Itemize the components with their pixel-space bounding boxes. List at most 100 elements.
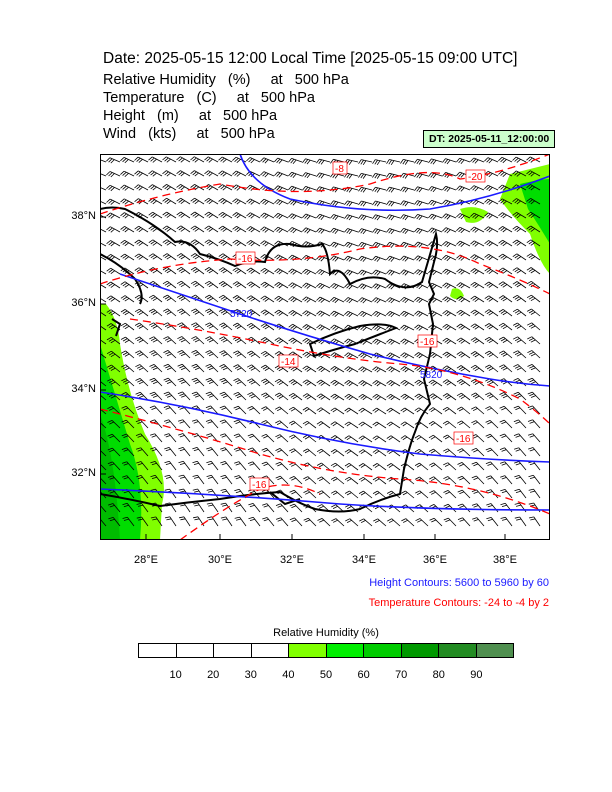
wind-barb-feather	[205, 308, 210, 312]
wind-barb-feather	[414, 462, 420, 466]
wind-barb-feather	[428, 158, 432, 164]
wind-barb-feather	[388, 492, 394, 496]
wind-barb-shaft	[319, 200, 331, 205]
wind-barb-shaft	[196, 419, 205, 429]
map-svg: 5720 5820 -20 -16 -16 -14	[100, 154, 550, 540]
wind-barb-shaft	[100, 325, 107, 331]
wind-barb-feather	[458, 228, 463, 233]
wind-barb-feather	[498, 184, 503, 189]
wind-barb-feather	[150, 254, 156, 259]
wind-barb-feather	[152, 228, 158, 232]
height-label-5720: 5720	[230, 309, 253, 320]
wind-barb-feather	[400, 393, 405, 398]
wind-barb-feather	[485, 447, 491, 451]
wind-barb-shaft	[376, 380, 387, 387]
wind-barb-feather	[456, 379, 462, 383]
wind-barb-feather	[304, 228, 309, 233]
wind-barb-feather	[527, 433, 533, 436]
wind-barb-feather	[135, 405, 141, 409]
wind-barb-shaft	[210, 391, 219, 401]
wind-barb-feather	[218, 239, 224, 244]
wind-barb-shaft	[306, 310, 317, 317]
wind-barb-feather	[163, 419, 169, 422]
wind-barb-shaft	[488, 323, 499, 331]
wind-barb-feather	[248, 282, 254, 287]
wind-barb-feather	[404, 243, 409, 248]
wind-barb-shaft	[473, 212, 485, 219]
wind-barb-feather	[530, 395, 536, 398]
wind-barb-shaft	[291, 199, 303, 205]
wind-barb-shaft	[264, 323, 275, 331]
wind-barb-feather	[108, 172, 113, 177]
wind-barb-feather	[386, 490, 392, 494]
wind-barb-feather	[485, 475, 491, 478]
wind-barb-feather	[164, 171, 169, 176]
wind-barb-feather	[374, 381, 379, 386]
wind-barb-feather	[358, 352, 363, 357]
wind-barb-shaft	[306, 324, 317, 331]
wind-barb-shaft	[363, 490, 373, 499]
wind-barb-feather	[232, 198, 237, 203]
wind-barb-feather	[360, 409, 366, 413]
wind-barb-feather	[302, 379, 308, 383]
wind-barb-shaft	[334, 407, 345, 415]
wind-barb-feather	[498, 170, 503, 175]
wind-barb-feather	[320, 326, 325, 331]
wind-barb-shaft	[252, 517, 261, 527]
wind-barb-shaft	[291, 185, 303, 191]
wind-barb-feather	[442, 213, 447, 218]
wind-barb-feather	[120, 184, 125, 189]
wind-barb-feather	[443, 448, 448, 452]
wind-barb-feather	[512, 225, 517, 230]
wind-barb-feather	[166, 325, 172, 329]
wind-barb-feather	[526, 239, 532, 244]
wind-barb-shaft	[211, 488, 219, 499]
wind-barb-feather	[414, 172, 418, 178]
wind-barb-feather	[386, 393, 391, 398]
wind-barb-feather	[108, 352, 114, 356]
wind-barb-feather	[262, 380, 268, 384]
wind-barb-shaft	[152, 211, 163, 219]
wind-barb-feather	[474, 187, 479, 192]
wind-barb-feather	[344, 366, 349, 371]
wind-barb-feather	[387, 518, 392, 522]
wind-barb-feather	[166, 339, 172, 343]
wind-barb-feather	[372, 366, 377, 371]
wind-barb-feather	[261, 392, 266, 396]
wind-barb-shaft	[181, 266, 191, 275]
wind-barb-feather	[234, 516, 240, 519]
wind-barb-feather	[207, 448, 213, 452]
wind-barb-feather	[149, 336, 154, 340]
wind-barb-feather	[417, 519, 422, 523]
wind-barb-feather	[137, 393, 143, 397]
wind-barb-feather	[178, 488, 184, 491]
wind-barb-shaft	[209, 280, 219, 289]
wind-barb-feather	[180, 381, 186, 384]
wind-barb-shaft	[154, 391, 163, 401]
wind-barb-feather	[205, 419, 211, 422]
wind-barb-feather	[264, 326, 270, 330]
wind-barb-feather	[416, 187, 421, 192]
wind-barb-shaft	[182, 447, 191, 457]
wind-barb-feather	[402, 381, 407, 385]
wind-barb-feather	[208, 339, 214, 343]
wind-barb-feather	[123, 435, 129, 438]
wind-barb-feather	[194, 283, 200, 288]
wind-barb-feather	[418, 312, 423, 317]
wind-barb-feather	[515, 421, 521, 424]
wind-barb-shaft	[362, 407, 373, 415]
wind-barb-feather	[459, 463, 464, 467]
wind-barb-shaft	[100, 463, 107, 471]
wind-barb-shaft	[236, 281, 247, 289]
wind-barb-feather	[527, 405, 533, 409]
wind-barb-feather	[486, 517, 492, 520]
wind-barb-feather	[136, 324, 142, 328]
wind-barb-shaft	[123, 157, 135, 163]
wind-barb-feather	[404, 299, 409, 304]
wind-barb-feather	[458, 311, 463, 315]
humidity-colorbar	[138, 643, 514, 658]
wind-barb-feather	[220, 324, 226, 328]
wind-barb-feather	[166, 381, 172, 384]
wind-barb-feather	[513, 405, 519, 409]
wind-barb-feather	[275, 503, 281, 506]
